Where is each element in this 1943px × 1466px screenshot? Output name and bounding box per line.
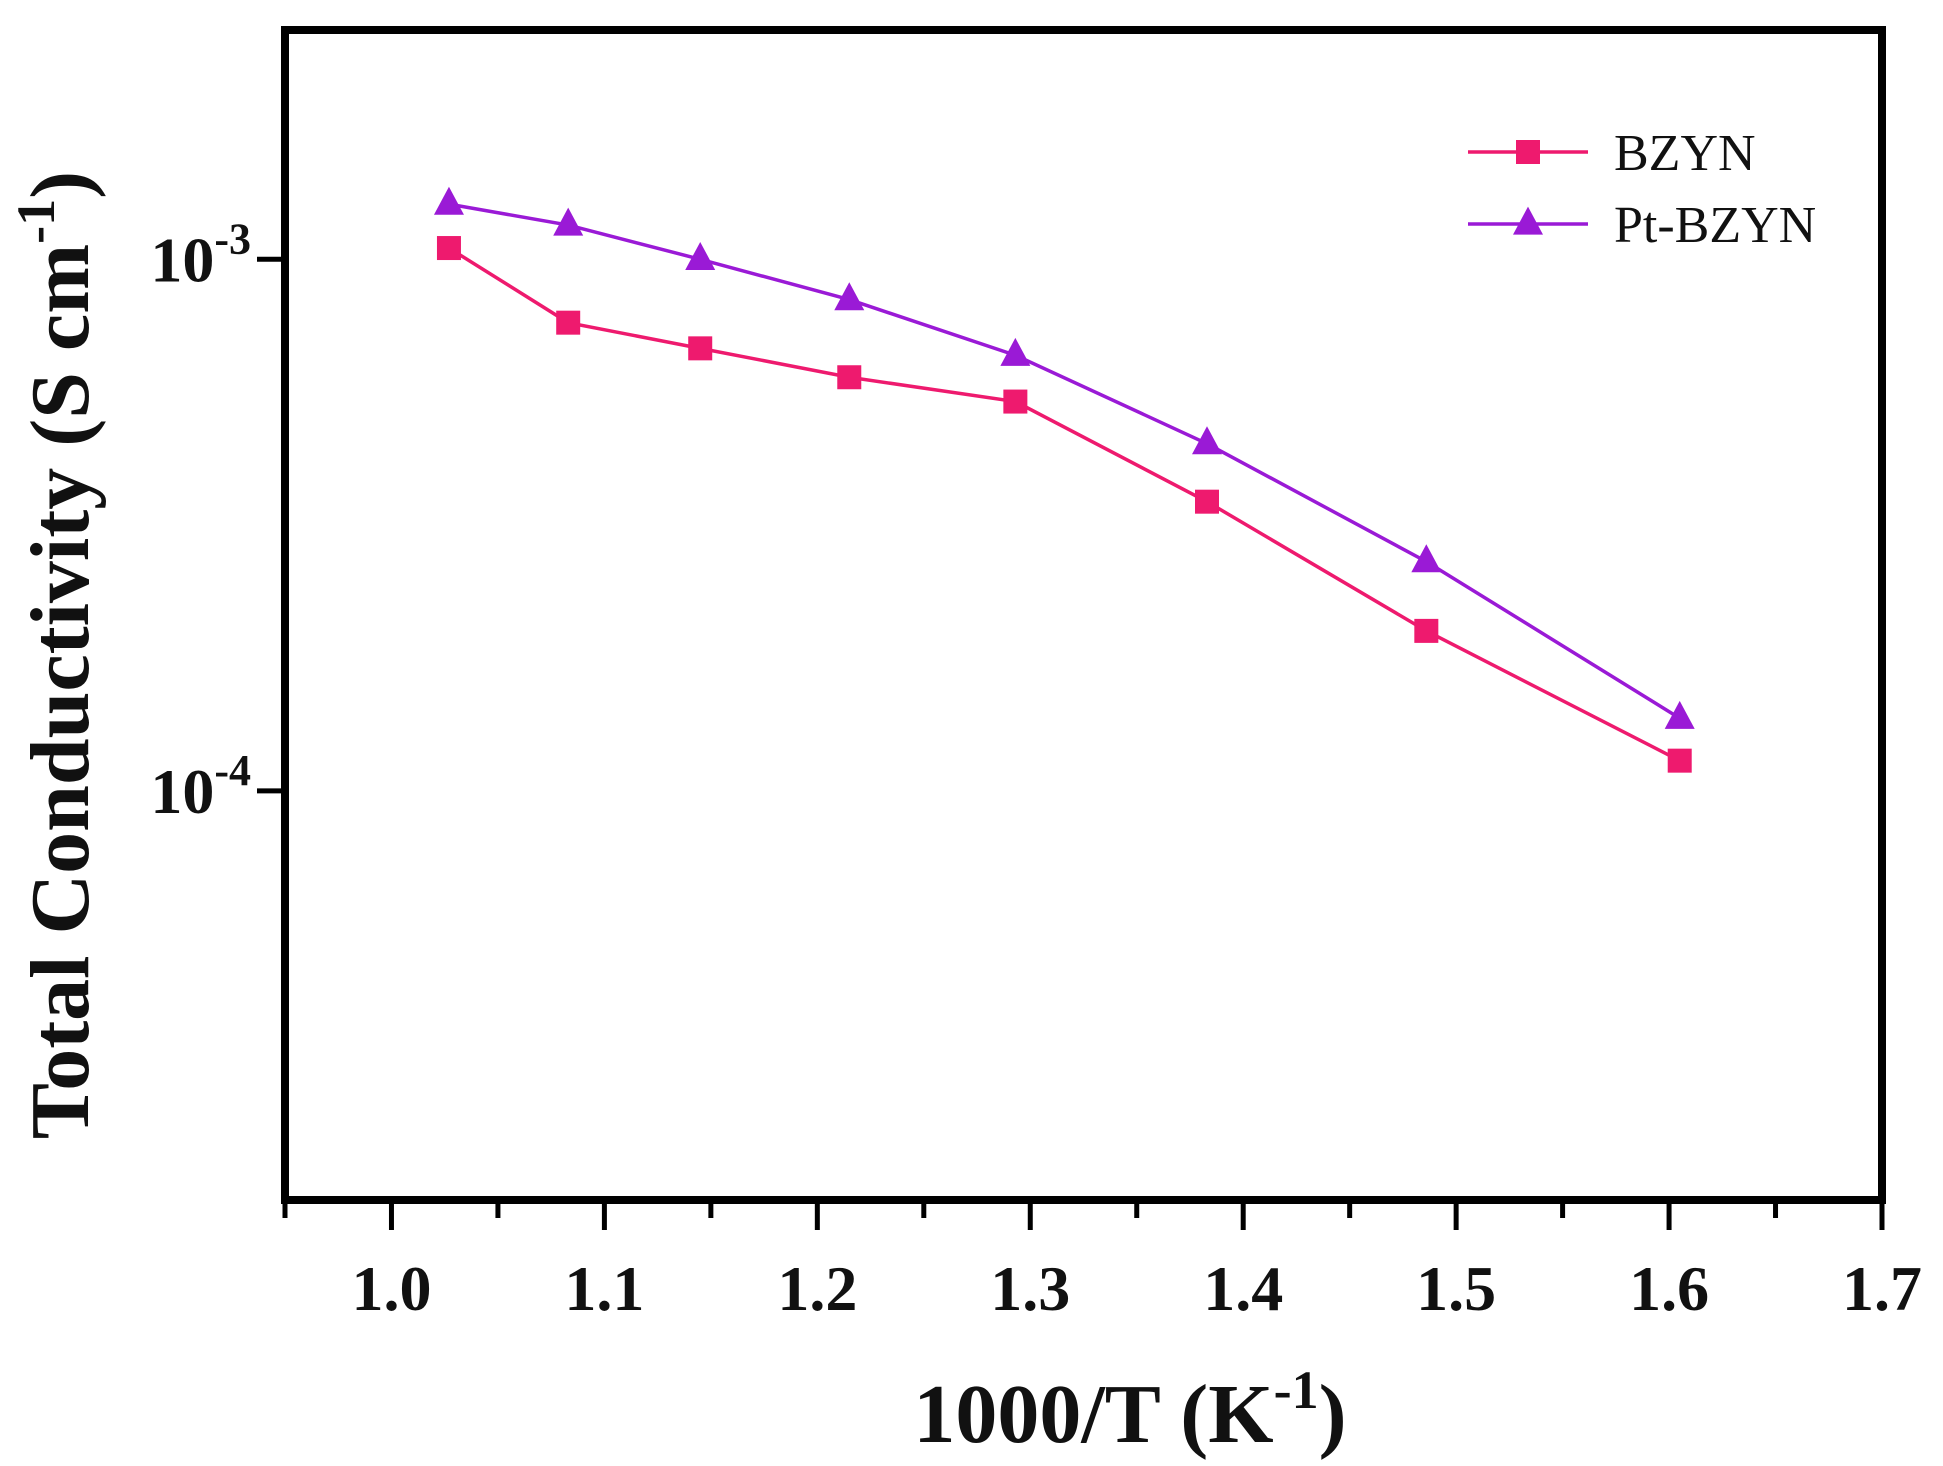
- series-line-bzyn: [448, 246, 1681, 763]
- x-tick-label: 1.7: [1842, 1253, 1922, 1324]
- y-axis-title-close: ): [14, 171, 107, 199]
- legend-label: Pt-BZYN: [1614, 197, 1816, 254]
- plot-frame: [281, 26, 1886, 1204]
- y-tick-label-exponent: -3: [214, 214, 251, 263]
- x-tick-label: 1.4: [1203, 1253, 1283, 1324]
- x-axis-title-sup: -1: [1274, 1360, 1319, 1420]
- data-point-pt-bzyn: [685, 241, 716, 270]
- y-tick-label-base: 10: [150, 224, 214, 295]
- x-axis-title-base: 1000/T (K: [913, 1368, 1273, 1461]
- data-point-bzyn: [837, 365, 862, 390]
- x-tick-label: 1.3: [990, 1253, 1070, 1324]
- legend-marker-pt-bzyn: [1513, 206, 1543, 235]
- x-axis-title-close: ): [1319, 1368, 1347, 1461]
- y-axis-title-base: Total Conductivity (S cm: [14, 244, 107, 1139]
- series-markers: [433, 186, 1695, 773]
- x-tick-labels: 1.0 1.1 1.2 1.3 1.4 1.5 1.6 1.7: [351, 1253, 1922, 1324]
- x-tick-label: 1.5: [1416, 1253, 1496, 1324]
- y-axis-title-sup: -1: [6, 199, 66, 244]
- x-axis-title: 1000/T (K-1): [913, 1360, 1346, 1461]
- data-point-pt-bzyn: [1192, 426, 1223, 455]
- data-point-pt-bzyn: [1664, 700, 1695, 729]
- data-point-bzyn: [688, 336, 713, 361]
- data-point-pt-bzyn: [553, 207, 584, 236]
- data-point-bzyn: [1667, 748, 1692, 773]
- y-tick-label-base: 10: [150, 756, 214, 827]
- data-point-pt-bzyn: [1000, 337, 1031, 366]
- y-axis-title: Total Conductivity (S cm-1): [6, 171, 107, 1139]
- y-tick-label-exponent: -4: [214, 746, 251, 795]
- x-tick-label: 1.1: [564, 1253, 644, 1324]
- data-point-pt-bzyn: [834, 282, 865, 311]
- data-point-bzyn: [436, 236, 461, 261]
- data-point-bzyn: [1195, 489, 1220, 514]
- data-point-pt-bzyn: [1411, 544, 1442, 573]
- x-major-ticks: [388, 1200, 1885, 1230]
- y-tick-label: 10-4: [150, 746, 251, 827]
- x-tick-label: 1.0: [351, 1253, 431, 1324]
- legend-item-pt-bzyn: Pt-BZYN: [1468, 197, 1816, 254]
- data-point-pt-bzyn: [433, 186, 464, 215]
- data-point-bzyn: [1003, 389, 1028, 414]
- legend: BZYN Pt-BZYN: [1468, 125, 1816, 254]
- x-tick-label: 1.2: [777, 1253, 857, 1324]
- legend-item-bzyn: BZYN: [1468, 125, 1756, 182]
- x-tick-label: 1.6: [1629, 1253, 1709, 1324]
- legend-marker-bzyn: [1516, 140, 1540, 164]
- y-tick-label: 10-3: [150, 214, 251, 295]
- y-tick-labels: 10-310-4: [150, 214, 251, 827]
- data-point-bzyn: [1414, 618, 1439, 643]
- series-lines: [448, 202, 1681, 763]
- y-ticks: [257, 256, 285, 794]
- series-line-pt-bzyn: [448, 202, 1681, 720]
- data-point-bzyn: [556, 310, 581, 335]
- legend-label: BZYN: [1614, 125, 1756, 182]
